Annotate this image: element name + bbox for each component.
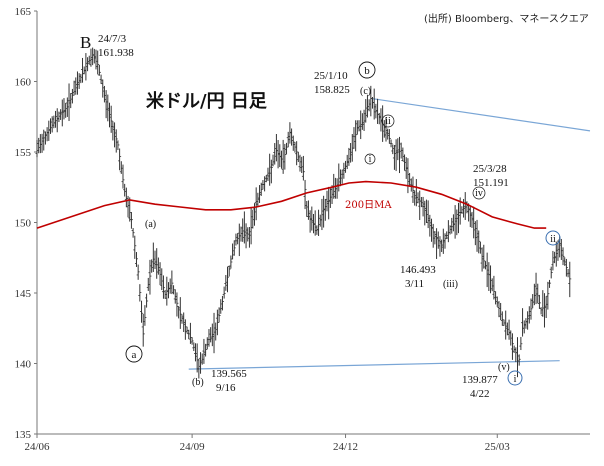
wave-ii-small-circle: [381, 114, 395, 128]
wave-iv-small-label: iv: [475, 188, 483, 199]
wave-ii-small-label: ii: [385, 116, 391, 127]
x-axis-ticks: 24/06 24/09 24/12 25/03: [24, 434, 510, 453]
low1-value-label: 139.565: [211, 368, 247, 380]
annotations: B 24/7/3 161.938 a (a) (b) 139.565 9/16 …: [80, 33, 561, 400]
low3-date-label: 4/22: [470, 388, 490, 400]
wave-iii-label: (iii): [443, 279, 458, 290]
subwave-a-label: (a): [145, 219, 156, 230]
x-tick-label: 25/03: [485, 441, 511, 453]
wave-v-label: (v): [498, 362, 510, 373]
y-tick-label: 140: [15, 359, 32, 371]
ma-200-label: 200日MA: [345, 200, 392, 211]
x-tick-label: 24/06: [24, 441, 50, 453]
wave-i-letter: i: [514, 374, 517, 385]
source-note: (出所) Bloomberg、マネースクエア: [424, 12, 589, 25]
subwave-b-label: (b): [192, 377, 204, 388]
x-tick-label: 24/12: [333, 441, 358, 453]
peak-date-label: 24/7/3: [98, 33, 127, 45]
low3-value-label: 139.877: [462, 374, 498, 386]
trendlines: [188, 97, 591, 370]
wave-ii-letter: ii: [550, 234, 556, 245]
chart-title: 米ドル/円 日足: [146, 90, 267, 112]
price-bars: [35, 47, 572, 379]
trendline: [370, 97, 591, 132]
high3-value-label: 151.191: [473, 177, 509, 189]
y-tick-label: 135: [15, 429, 32, 441]
wave-a-letter: a: [132, 349, 137, 361]
peak2-date-label: 25/1/10: [314, 70, 348, 82]
peak2-value-label: 158.825: [314, 84, 350, 96]
wave-iv-small-circle: [472, 186, 486, 200]
wave-b-circle: [358, 61, 376, 79]
low2-date-label: 3/11: [405, 278, 424, 290]
low2-value-label: 146.493: [400, 264, 436, 276]
subwave-c-label: (c): [360, 86, 371, 97]
x-tick-label: 24/09: [180, 441, 206, 453]
wave-b-letter: b: [364, 65, 370, 77]
y-tick-label: 145: [15, 288, 32, 300]
y-tick-label: 155: [15, 147, 32, 159]
wave-label-B: B: [80, 33, 91, 52]
peak-value-label: 161.938: [98, 47, 134, 59]
trendline: [188, 360, 560, 370]
wave-i-small-circle: [364, 153, 376, 165]
wave-ii-circle: [545, 230, 561, 246]
wave-i-small-label: i: [369, 154, 372, 165]
y-tick-label: 160: [15, 77, 32, 89]
ma-200-line: [36, 180, 547, 229]
y-axis-ticks: 135 140 145 150 155 160 165: [15, 6, 37, 441]
wave-a-circle: [125, 345, 143, 363]
y-tick-label: 150: [15, 218, 32, 230]
low1-date-label: 9/16: [216, 382, 236, 394]
y-tick-label: 165: [15, 6, 32, 18]
wave-i-circle: [507, 370, 523, 386]
high3-date-label: 25/3/28: [473, 163, 507, 175]
